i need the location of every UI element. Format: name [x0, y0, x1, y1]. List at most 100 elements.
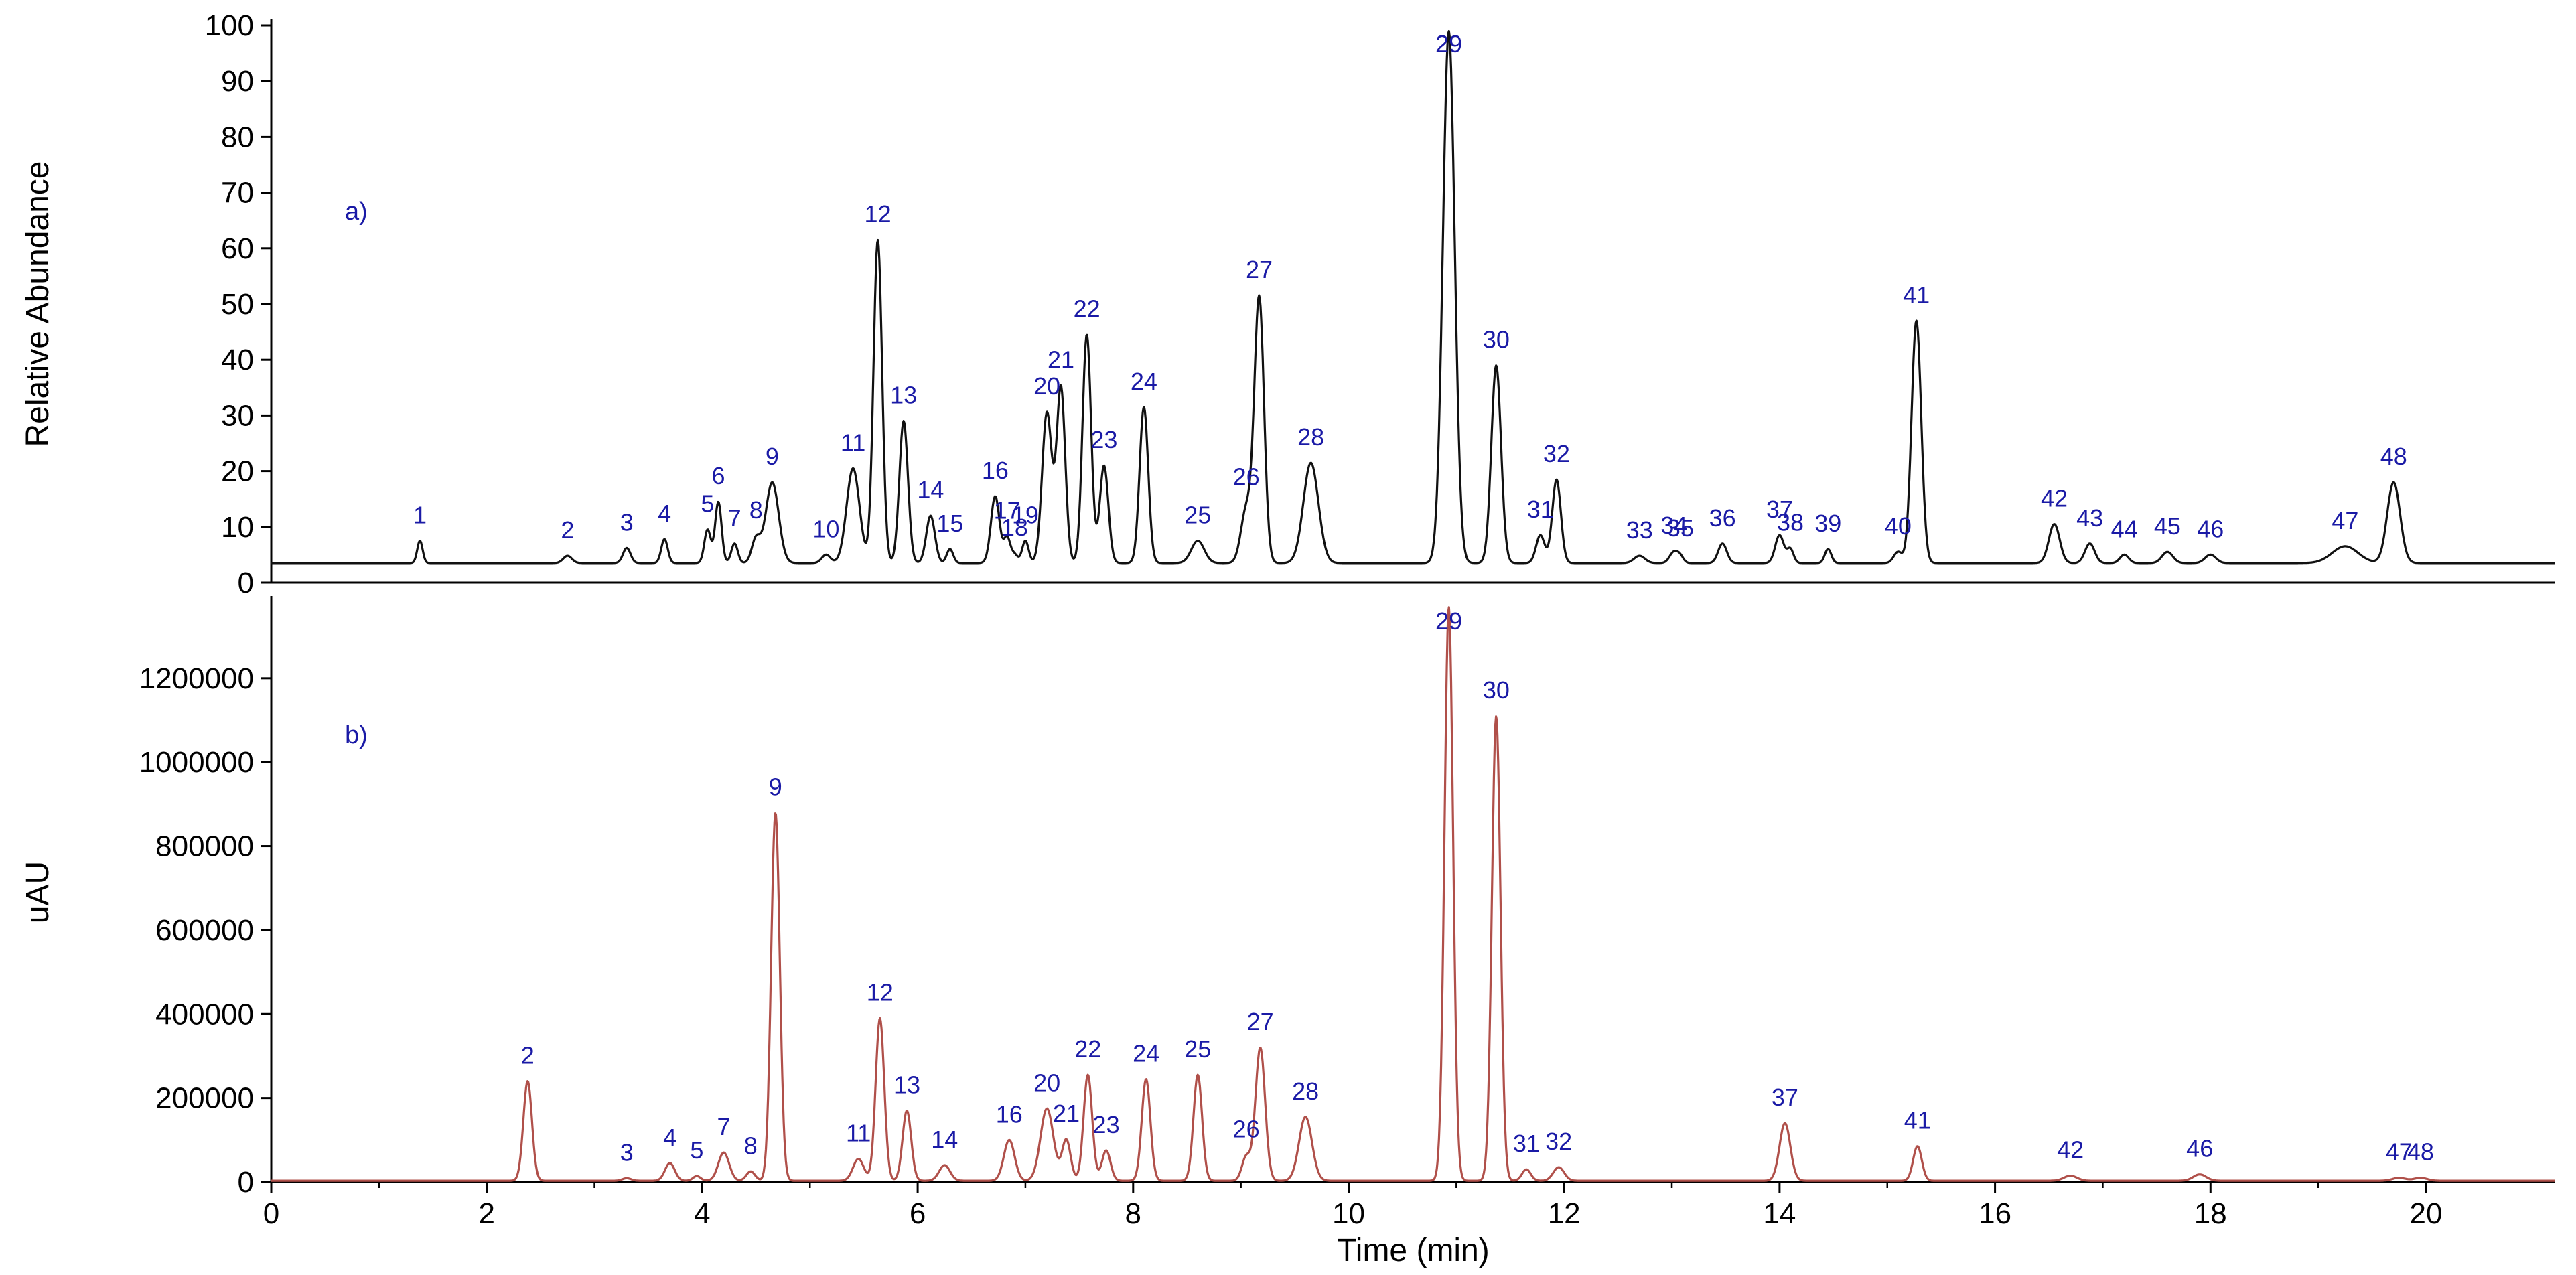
y-tick-label: 1000000 [139, 746, 254, 779]
x-tick-label: 20 [2410, 1197, 2443, 1230]
peak-label: 20 [1033, 372, 1060, 400]
peak-label: 48 [2380, 443, 2407, 470]
peak-label: 5 [701, 490, 714, 518]
peak-label: 7 [728, 504, 741, 532]
panel-label: a) [345, 198, 368, 226]
peak-label: 18 [1001, 514, 1028, 541]
peak-label: 6 [712, 462, 725, 490]
peak-label: 2 [521, 1042, 534, 1069]
peak-label: 11 [841, 429, 865, 456]
x-tick-label: 10 [1332, 1197, 1365, 1230]
x-tick-label: 6 [910, 1197, 926, 1230]
peak-label: 8 [744, 1132, 758, 1159]
peak-label: 46 [2197, 515, 2224, 542]
chromatogram-trace [271, 29, 2556, 565]
y-tick-label: 600000 [155, 914, 254, 947]
peak-label: 22 [1074, 1035, 1101, 1063]
peak-label: 14 [917, 476, 944, 504]
peak-label: 42 [2057, 1136, 2084, 1164]
peak-label: 21 [1053, 1100, 1080, 1127]
peak-label: 37 [1766, 496, 1793, 523]
peak-label: 12 [865, 200, 891, 228]
y-tick-label: 60 [221, 232, 254, 265]
x-tick-label: 2 [478, 1197, 494, 1230]
shared-time-axis: 0 2 4 6 8 10 12 14 16 18 20 Time (min) [263, 1182, 2443, 1268]
peak-label: 40 [1885, 512, 1912, 540]
peak-label: 27 [1246, 256, 1273, 283]
peak-label: 16 [996, 1100, 1023, 1128]
peak-label: 4 [658, 500, 671, 527]
x-tick-label: 8 [1125, 1197, 1141, 1230]
peak-label: 24 [1131, 368, 1157, 395]
y-axis-title: uAU [20, 861, 56, 923]
peak-label: 47 [2332, 507, 2358, 534]
x-tick-label: 4 [694, 1197, 710, 1230]
x-tick-label: 18 [2194, 1197, 2227, 1230]
peak-label: 5 [690, 1136, 703, 1164]
x-tick-label: 14 [1763, 1197, 1796, 1230]
peak-label: 2 [561, 516, 574, 544]
peak-label: 48 [2407, 1138, 2434, 1166]
peak-label: 41 [1904, 1107, 1931, 1134]
peak-label: 29 [1435, 30, 1462, 58]
peak-label: 42 [2041, 485, 2068, 512]
peak-label: 11 [846, 1120, 871, 1147]
y-tick-label: 70 [221, 177, 254, 210]
peak-label: 15 [936, 510, 963, 537]
x-tick-label: 0 [263, 1197, 279, 1230]
peak-label: 32 [1545, 1128, 1572, 1155]
peak-label: 44 [2111, 515, 2138, 542]
peak-label: 27 [1247, 1008, 1274, 1035]
chromatogram-trace [271, 606, 2556, 1182]
peak-label: 1 [413, 502, 427, 529]
peak-label: 43 [2076, 504, 2103, 532]
peak-label: 39 [1814, 510, 1841, 537]
y-tick-label: 50 [221, 288, 254, 321]
peak-label: 3 [620, 1138, 634, 1166]
peak-label: 34 [1660, 512, 1687, 539]
peak-label: 14 [931, 1126, 958, 1153]
peak-label: 35 [1667, 514, 1694, 542]
peak-label: 23 [1093, 1111, 1120, 1138]
peak-label: 28 [1297, 423, 1324, 451]
y-tick-label: 1200000 [139, 662, 254, 695]
y-tick-label: 90 [221, 65, 254, 98]
y-tick-label: 40 [221, 344, 254, 376]
y-tick-label: 20 [221, 455, 254, 488]
x-tick-label: 12 [1548, 1197, 1581, 1230]
peak-label: 38 [1777, 508, 1804, 536]
peak-label: 3 [620, 508, 634, 536]
panel-a-ms-chromatogram: 0 10 20 30 40 50 60 70 80 90 100 Relative Abundance… [20, 9, 2556, 599]
peak-label: 47 [2386, 1138, 2413, 1166]
peak-label: 30 [1483, 326, 1510, 354]
peak-label: 26 [1233, 1115, 1260, 1142]
peak-label: 16 [982, 457, 1009, 484]
y-tick-label: 200000 [155, 1082, 254, 1115]
peak-label: 33 [1626, 516, 1653, 544]
peak-label: 9 [769, 773, 782, 800]
peak-label: 41 [1903, 281, 1930, 309]
y-tick-label: 10 [221, 511, 254, 544]
peak-label: 26 [1233, 463, 1260, 491]
peak-label: 13 [890, 382, 917, 409]
peak-label: 13 [893, 1071, 920, 1098]
peak-label: 36 [1709, 504, 1736, 532]
peak-label: 17 [994, 496, 1021, 524]
peak-label: 31 [1513, 1130, 1540, 1157]
peak-label: 7 [717, 1113, 731, 1140]
peak-label: 37 [1772, 1083, 1798, 1111]
peak-label: 25 [1184, 502, 1211, 529]
peak-label: 32 [1543, 440, 1570, 467]
panel-label: b) [345, 721, 368, 749]
y-tick-label: 800000 [155, 830, 254, 863]
peak-label: 24 [1133, 1039, 1159, 1067]
peak-label: 22 [1074, 295, 1100, 323]
peak-label: 30 [1483, 676, 1510, 704]
peak-label: 19 [1012, 502, 1039, 529]
peak-label: 23 [1090, 426, 1117, 453]
peak-label: 9 [766, 443, 779, 470]
y-tick-label: 100 [205, 9, 254, 42]
peak-label: 12 [867, 979, 893, 1006]
peak-label: 46 [2186, 1135, 2213, 1162]
